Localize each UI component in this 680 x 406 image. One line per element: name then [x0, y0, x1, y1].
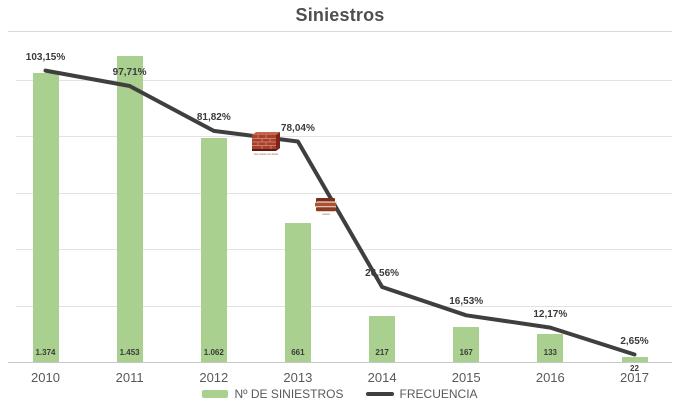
brick-wall-icon: ▪▪▪▪ ▪▪▪▪▪▪▪ ▪▪▪ ▪▪▪▪▪▪ [250, 131, 282, 156]
frecuencia-value-label: 12,17% [533, 308, 568, 320]
gridline [16, 136, 672, 137]
x-axis-label-2011: 2011 [115, 370, 144, 385]
books-stack-icon-graphic [315, 198, 337, 212]
bar-value-label: 1.062 [203, 348, 224, 357]
bar-value-label: 22 [630, 363, 639, 373]
legend-bar-label: Nº DE SINIESTROS [234, 387, 344, 401]
illegible-caption: ▪▪▪▪ ▪▪▪▪▪▪▪ ▪▪▪ ▪▪▪▪▪▪ [254, 152, 278, 156]
x-axis-label-2013: 2013 [283, 370, 313, 385]
frecuencia-value-label: 26,56% [365, 268, 400, 279]
chart-title: Siniestros [295, 5, 385, 25]
bar-value-label: 133 [543, 348, 557, 357]
legend-line-swatch [365, 392, 394, 396]
legend: Nº DE SINIESTROS FRECUENCIA [0, 387, 680, 401]
illegible-caption: ▪▪▪▪▪▪▪ [322, 212, 330, 216]
books-stack-icon: ▪▪▪▪▪▪▪ [312, 195, 340, 216]
bar-2010 [32, 72, 59, 362]
frecuencia-value-label: 103,15% [25, 51, 66, 63]
x-axis-label-2010: 2010 [31, 370, 60, 385]
gridline [16, 305, 672, 307]
frecuencia-value-label: 16,53% [449, 296, 484, 308]
legend-bar-swatch [202, 390, 229, 398]
bar-value-label: 217 [375, 348, 389, 357]
gridline [16, 192, 672, 194]
bar-value-label: 167 [459, 348, 473, 357]
x-axis-line [8, 362, 672, 363]
bar-value-label: 1.374 [35, 348, 56, 357]
bar-2012 [200, 138, 227, 362]
x-axis-label-2017: 2017 [620, 370, 649, 385]
x-axis-label-2016: 2016 [535, 370, 565, 385]
frecuencia-value-label: 2,65% [620, 335, 649, 347]
bar-value-label: 1.453 [119, 348, 140, 357]
bar-value-label: 661 [291, 348, 305, 357]
legend-line-label: FRECUENCIA [399, 387, 478, 401]
title-separator [8, 31, 672, 32]
gridline [16, 249, 672, 250]
frecuencia-value-label: 78,04% [280, 122, 315, 134]
frecuencia-value-label: 97,71% [112, 67, 147, 78]
bar-2017 [621, 357, 648, 362]
gridline [16, 79, 672, 81]
x-axis-label-2015: 2015 [451, 370, 481, 385]
bar-2013 [284, 222, 311, 362]
x-axis-label-2012: 2012 [199, 370, 229, 385]
x-axis-label-2014: 2014 [367, 370, 397, 385]
bar-2011 [116, 56, 143, 362]
frecuencia-value-label: 81,82% [196, 111, 231, 123]
brick-wall-icon-graphic [252, 132, 280, 151]
